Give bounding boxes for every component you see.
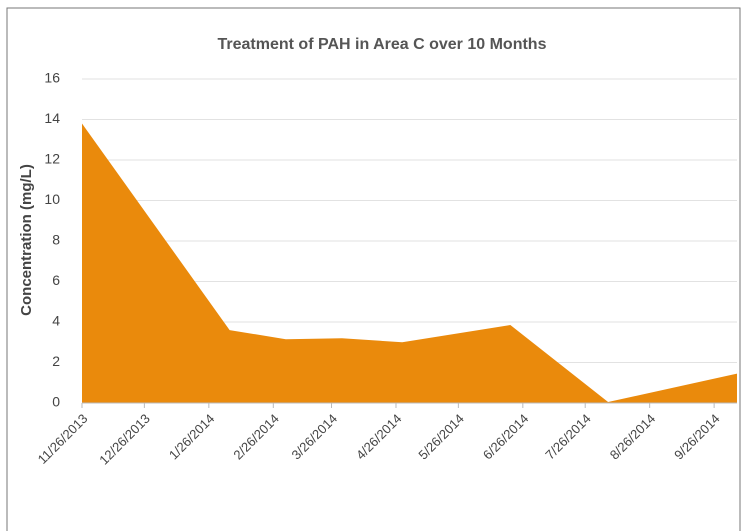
x-tick-label: 8/26/2014: [607, 411, 659, 463]
frame: [6, 7, 741, 531]
x-tick-label: 4/26/2014: [353, 411, 405, 463]
x-tick-label: 12/26/2013: [96, 411, 153, 468]
y-tick-label: 14: [44, 110, 60, 126]
y-tick-label: 2: [52, 353, 60, 369]
y-tick-label: 6: [52, 272, 60, 288]
area: [82, 123, 737, 404]
y-tick-label: 16: [44, 70, 60, 86]
x-tick-label: 11/26/2013: [35, 411, 91, 467]
y-tick-label: 10: [44, 191, 60, 207]
x-tick-label: 3/26/2014: [289, 411, 341, 463]
x-tick-label: 6/26/2014: [480, 411, 532, 463]
y-tick-label: 12: [44, 151, 60, 167]
y-axis-label: Concentration (mg/L): [18, 164, 35, 316]
x-tick-label: 5/26/2014: [415, 411, 467, 463]
x-tick-label: 9/26/2014: [671, 411, 723, 463]
x-tick-label: 1/26/2014: [166, 411, 218, 463]
y-tick-label: 8: [52, 232, 60, 248]
y-tick-label: 0: [52, 394, 60, 410]
x-tick-label: 7/26/2014: [542, 411, 594, 463]
chart-title: Treatment of PAH in Area C over 10 Month…: [218, 36, 547, 53]
x-tick-label: 2/26/2014: [230, 411, 282, 463]
y-tick-label: 4: [52, 313, 60, 329]
